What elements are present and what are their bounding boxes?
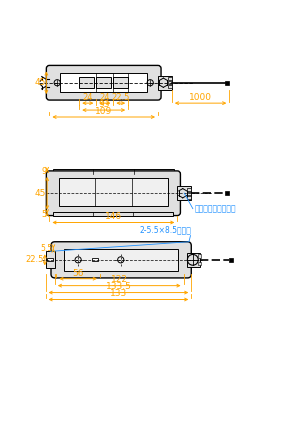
Bar <box>53 212 174 216</box>
Bar <box>158 76 172 90</box>
Text: 146: 146 <box>105 212 122 221</box>
Text: 5.5: 5.5 <box>40 244 53 253</box>
Bar <box>79 77 94 88</box>
Bar <box>47 258 53 261</box>
FancyBboxPatch shape <box>46 171 180 215</box>
Text: サポートブラケット: サポートブラケット <box>194 204 236 213</box>
Bar <box>60 73 147 92</box>
Text: 5: 5 <box>41 210 46 219</box>
Text: 133: 133 <box>110 290 127 298</box>
Bar <box>92 258 98 261</box>
Text: 22.5: 22.5 <box>112 93 130 102</box>
Text: 122: 122 <box>111 276 128 284</box>
Bar <box>225 81 229 85</box>
Text: 133.5: 133.5 <box>105 283 131 291</box>
Bar <box>198 262 201 265</box>
Bar <box>177 186 191 200</box>
Text: 9: 9 <box>41 167 46 176</box>
FancyBboxPatch shape <box>51 242 191 278</box>
Bar <box>187 192 191 195</box>
Text: 109: 109 <box>95 107 112 116</box>
Text: 93: 93 <box>98 100 109 109</box>
Text: 2-5.5×8.5取付穴: 2-5.5×8.5取付穴 <box>139 225 191 234</box>
Text: 24: 24 <box>83 93 93 102</box>
Bar <box>96 77 111 88</box>
Bar <box>168 77 172 80</box>
Text: 45: 45 <box>35 189 46 198</box>
Bar <box>187 253 200 267</box>
Text: 24: 24 <box>100 93 110 102</box>
Text: 22.5: 22.5 <box>26 255 44 264</box>
Text: 1000: 1000 <box>189 93 212 102</box>
Bar <box>168 81 172 84</box>
Bar <box>187 188 191 191</box>
Bar <box>229 258 233 262</box>
Text: 56: 56 <box>72 269 84 278</box>
Bar <box>187 195 191 199</box>
FancyBboxPatch shape <box>46 65 161 100</box>
Bar <box>198 255 201 258</box>
Bar <box>113 77 128 88</box>
Bar <box>225 191 229 195</box>
Bar <box>168 85 172 88</box>
Bar <box>64 249 178 271</box>
Bar <box>59 178 168 206</box>
Text: 45: 45 <box>34 78 45 87</box>
Bar <box>45 252 55 268</box>
Bar <box>53 169 174 174</box>
